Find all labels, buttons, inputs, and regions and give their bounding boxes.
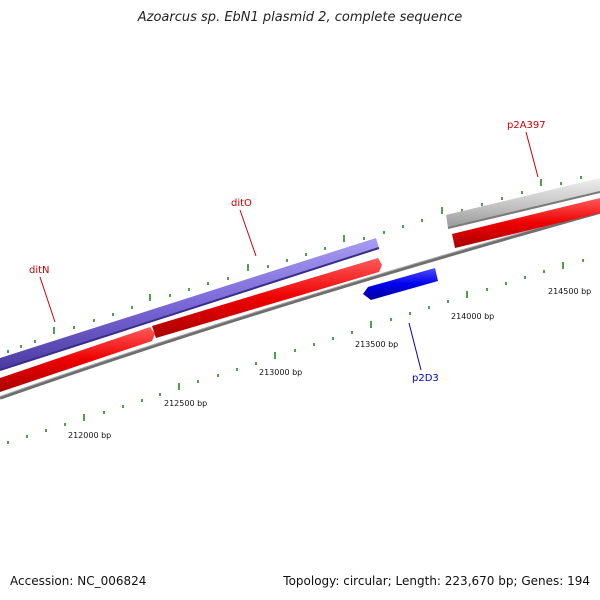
p2A397-leader [525,131,539,178]
p2A397-feature[interactable] [446,178,600,228]
outer-tick-row [7,176,582,353]
ditO-leader [239,209,257,257]
tick-label-212500: 212500 bp [164,399,207,408]
accession-text: Accession: NC_006824 [10,574,147,588]
tick-label-214000: 214000 bp [451,312,494,321]
ditN-label[interactable]: ditN [29,265,50,276]
ditO-label[interactable]: ditO [231,198,252,209]
p2A397-gene[interactable] [452,198,600,248]
tick-label-213500: 213500 bp [355,340,398,349]
backbone-strand [0,210,600,400]
summary-text: Topology: circular; Length: 223,670 bp; … [283,574,590,588]
p2D3-leader [408,322,422,371]
tick-label-212000: 212000 bp [68,431,111,440]
map-title: Azoarcus sp. EbN1 plasmid 2, complete se… [137,10,463,25]
ditN-leader [39,276,56,323]
p2D3-gene[interactable] [363,268,438,300]
inner-tick-row [7,259,584,444]
p2A397-label[interactable]: p2A397 [507,120,546,131]
tick-label-213000: 213000 bp [259,368,302,377]
operon-feature[interactable] [0,238,379,370]
p2D3-label[interactable]: p2D3 [412,373,439,384]
ditN-gene[interactable] [0,327,155,392]
tick-label-214500: 214500 bp [548,287,591,296]
ditO-gene[interactable] [152,258,382,338]
